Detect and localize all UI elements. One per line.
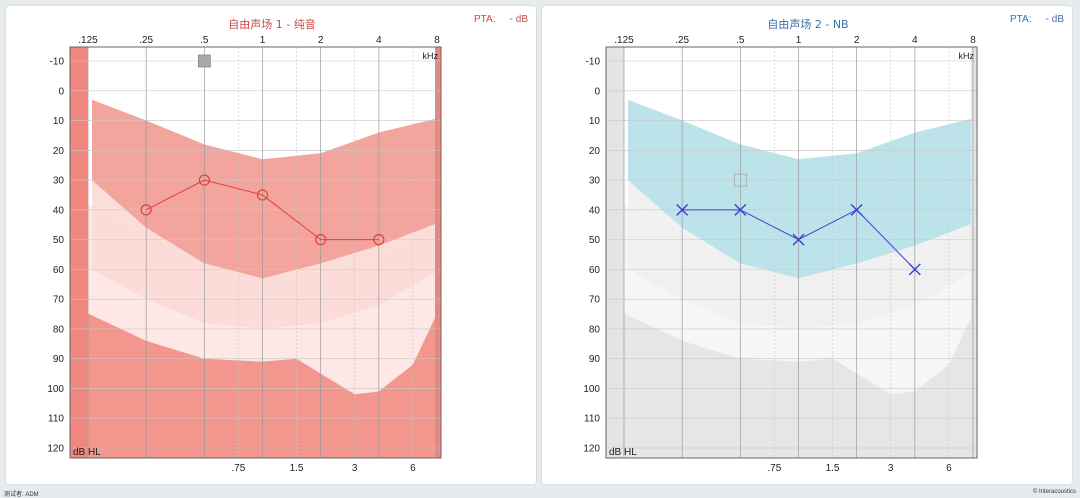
x-tick-top-label: 4 <box>912 35 918 46</box>
y-tick-label: 40 <box>589 205 601 216</box>
pta-value: - dB <box>510 14 529 25</box>
y-tick-label: 80 <box>589 324 601 335</box>
audiogram-chart-left[interactable]: 自由声场 1 - 纯音 PTA: - dB .125 .25 .5 1 2 4 8 .75 1.5 3 6… <box>6 6 536 484</box>
data-point-x[interactable] <box>676 203 689 216</box>
y-tick-label: 20 <box>53 146 65 157</box>
x-tick-bottom-label: 1.5 <box>826 463 840 474</box>
x-tick-top-label: 1 <box>260 35 266 46</box>
x-tick-top-label: 2 <box>854 35 860 46</box>
y-tick-label: 40 <box>53 205 65 216</box>
y-tick-label: 0 <box>594 86 600 97</box>
data-point-circle[interactable] <box>315 234 327 246</box>
chart-title: 自由声场 2 - NB <box>767 17 848 31</box>
y-tick-label: -10 <box>586 57 601 68</box>
data-point-circle[interactable] <box>373 234 385 246</box>
audiogram-chart-right[interactable]: 自由声场 2 - NB PTA: - dB .125 .25 .5 1 2 4 8 .75 1.5 3 6… <box>542 6 1072 484</box>
x-tick-bottom-label: 6 <box>946 463 952 474</box>
x-tick-bottom-label: 1.5 <box>290 463 304 474</box>
pta-value: - dB <box>1046 14 1065 25</box>
data-point-filled-square[interactable] <box>197 54 211 68</box>
y-tick-label: 120 <box>47 444 64 455</box>
grid-lines <box>606 47 977 458</box>
y-tick-label: 110 <box>584 414 600 425</box>
data-point-x[interactable] <box>908 263 921 276</box>
y-tick-label: 0 <box>58 86 64 97</box>
x-unit-label: kHz <box>959 51 975 61</box>
x-tick-top-label: 8 <box>434 35 440 46</box>
audiogram-panel-left: 自由声场 1 - 纯音 PTA: - dB .125 .25 .5 1 2 4 8 .75 1.5 3 6… <box>6 6 536 484</box>
y-tick-label: 50 <box>589 235 601 246</box>
x-tick-bottom-label: .75 <box>767 463 781 474</box>
x-tick-top-label: .5 <box>736 35 745 46</box>
x-tick-bottom-label: 3 <box>352 463 358 474</box>
x-tick-top-label: .25 <box>139 35 153 46</box>
series-filled-square <box>197 54 211 68</box>
chart-title: 自由声场 1 - 纯音 <box>228 17 315 31</box>
pta-label: PTA: <box>474 14 495 25</box>
y-tick-label: 120 <box>583 444 600 455</box>
data-point-circle[interactable] <box>198 174 210 186</box>
y-tick-label: 70 <box>589 295 601 306</box>
series-circle <box>140 174 385 246</box>
y-tick-label: 60 <box>53 265 65 276</box>
pta-label: PTA: <box>1010 14 1031 25</box>
y-tick-label: 80 <box>53 324 65 335</box>
series-line <box>145 179 379 241</box>
y-tick-label: 30 <box>589 176 601 187</box>
x-tick-bottom-label: .75 <box>231 463 245 474</box>
x-tick-top-label: .125 <box>614 35 634 46</box>
data-point-x[interactable] <box>850 203 863 216</box>
data-point-x[interactable] <box>792 233 805 246</box>
data-point-circle[interactable] <box>140 204 152 216</box>
x-tick-top-label: .5 <box>200 35 209 46</box>
series-open-square <box>733 173 747 187</box>
x-tick-top-label: 8 <box>970 35 976 46</box>
y-tick-label: 30 <box>53 176 65 187</box>
y-tick-label: 10 <box>589 116 601 127</box>
y-tick-label: 20 <box>589 146 601 157</box>
grid-lines <box>70 47 441 458</box>
footer-copyright: © Interacoustics <box>1032 489 1076 495</box>
y-tick-label: 90 <box>589 354 601 365</box>
y-tick-label: 10 <box>53 116 65 127</box>
y-tick-label: 60 <box>589 265 601 276</box>
footer-tester: 测试者: ADM <box>4 492 39 498</box>
x-tick-top-label: .125 <box>78 35 98 46</box>
y-unit-label: dB HL <box>73 447 101 458</box>
x-tick-top-label: .25 <box>675 35 689 46</box>
data-point-open-square[interactable] <box>733 173 747 187</box>
y-tick-label: 100 <box>47 384 64 395</box>
x-tick-top-label: 1 <box>796 35 802 46</box>
x-unit-label: kHz <box>423 51 439 61</box>
x-tick-bottom-label: 3 <box>888 463 894 474</box>
y-tick-label: 50 <box>53 235 65 246</box>
audiogram-panel-right: 自由声场 2 - NB PTA: - dB .125 .25 .5 1 2 4 8 .75 1.5 3 6… <box>542 6 1072 484</box>
y-tick-label: -10 <box>50 57 65 68</box>
x-tick-top-label: 4 <box>376 35 382 46</box>
y-tick-label: 100 <box>583 384 600 395</box>
data-point-circle[interactable] <box>256 189 269 201</box>
series-x <box>676 203 921 276</box>
y-unit-label: dB HL <box>609 447 637 458</box>
y-tick-label: 70 <box>53 295 65 306</box>
x-tick-top-label: 2 <box>318 35 324 46</box>
y-tick-label: 110 <box>48 414 64 425</box>
x-tick-bottom-label: 6 <box>410 463 416 474</box>
y-tick-label: 90 <box>53 354 65 365</box>
data-point-x[interactable] <box>734 203 747 216</box>
